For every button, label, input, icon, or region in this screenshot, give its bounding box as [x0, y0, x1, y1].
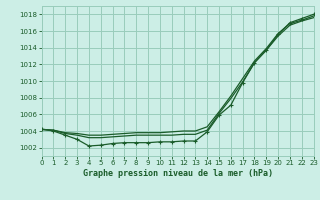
X-axis label: Graphe pression niveau de la mer (hPa): Graphe pression niveau de la mer (hPa): [83, 169, 273, 178]
